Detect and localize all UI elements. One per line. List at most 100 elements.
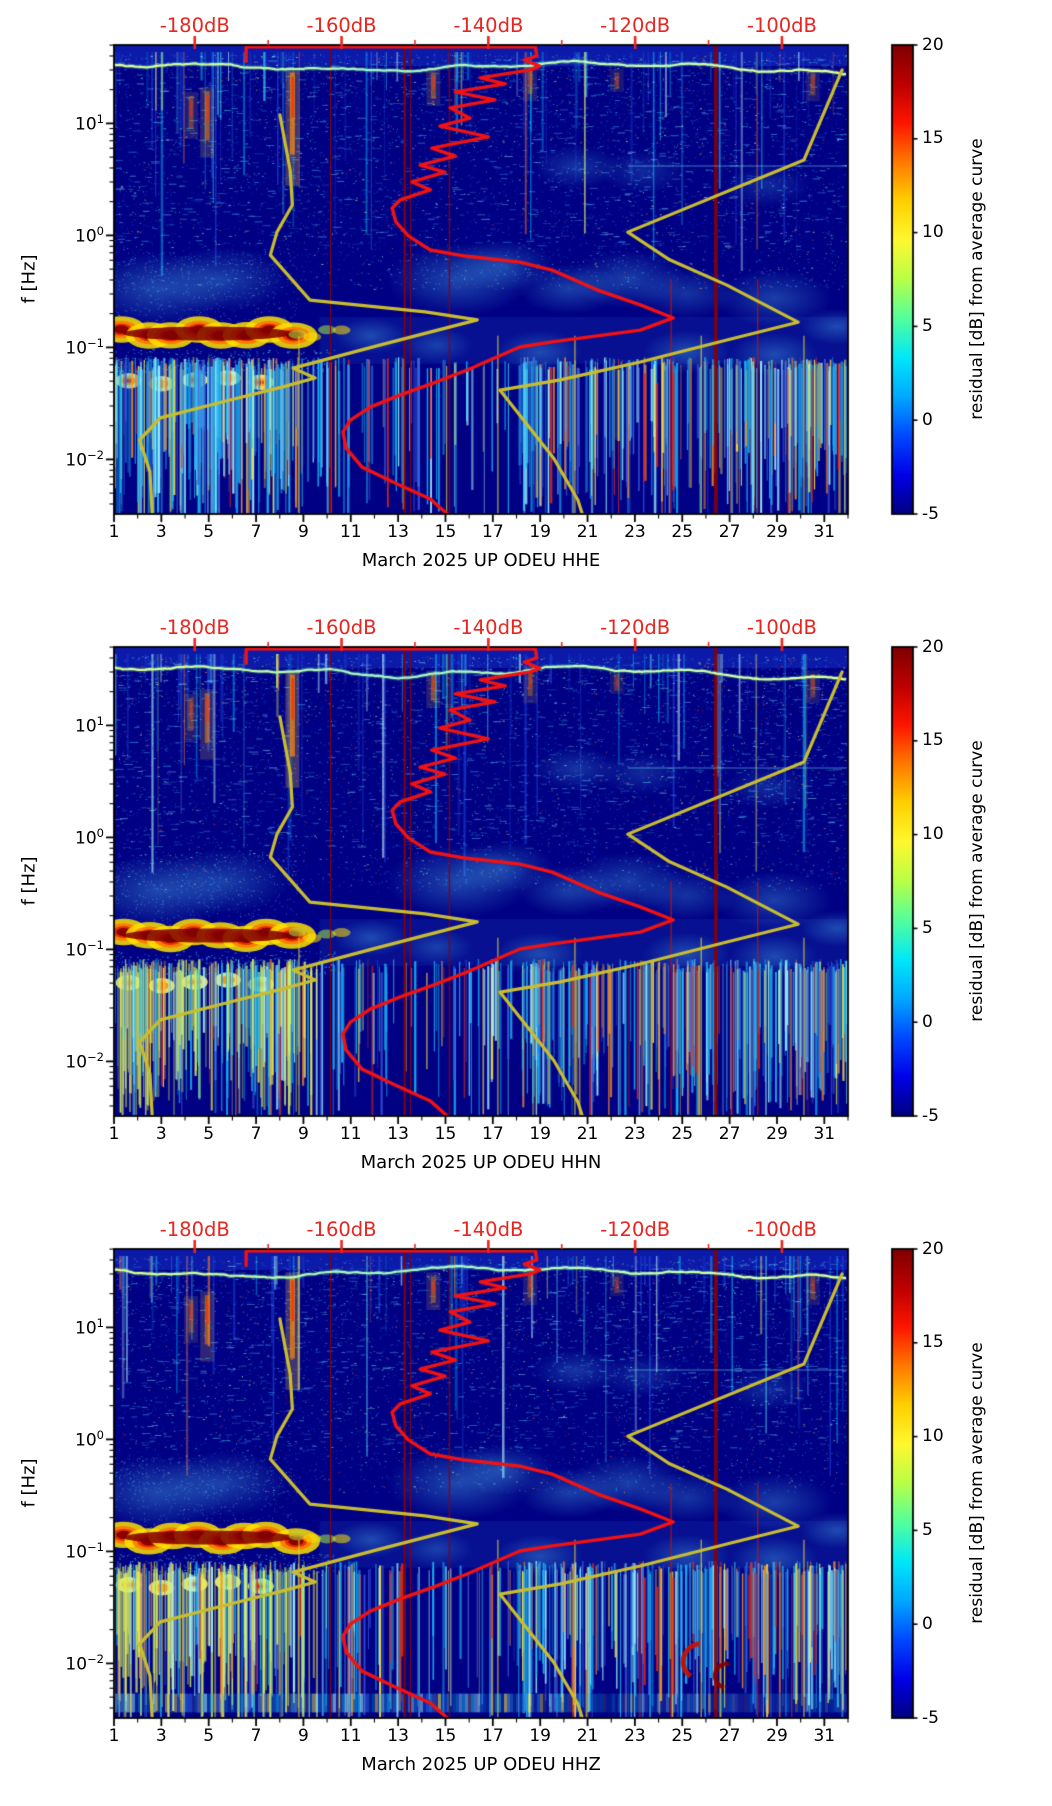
x-tick-label: 27 — [718, 1124, 741, 1144]
colorbar-tick-label: -5 — [922, 503, 939, 524]
y-tick-label: 10−1 — [65, 938, 104, 962]
x-tick-label: 7 — [250, 1124, 262, 1144]
y-tick-label: 100 — [75, 224, 104, 248]
x-tick-label: 19 — [529, 1726, 551, 1746]
x-tick-label: 15 — [434, 1124, 457, 1144]
top-db-label: -140dB — [453, 14, 524, 37]
x-tick-label: 1 — [108, 1124, 120, 1144]
x-tick-label: 17 — [482, 1726, 504, 1746]
xlabel-hhn: March 2025 UP ODEU HHN — [360, 1152, 602, 1173]
x-tick-label: 23 — [624, 1124, 646, 1144]
xlabel-hhe: March 2025 UP ODEU HHE — [361, 550, 601, 571]
colorbar-hhn — [892, 647, 913, 1116]
colorbar-tick-label: 15 — [922, 128, 944, 149]
top-db-label: -140dB — [453, 1218, 524, 1241]
x-tick-label: 31 — [813, 522, 836, 542]
colorbar-title-hhn: residual [dB] from average curve — [967, 740, 987, 1022]
colorbar-tick-label: 10 — [922, 1426, 944, 1447]
y-tick-label: 101 — [75, 1316, 104, 1340]
colorbar-tick-label: 20 — [922, 1238, 944, 1259]
top-db-label: -160dB — [306, 616, 377, 639]
y-tick-label: 101 — [75, 714, 104, 738]
x-tick-label: 29 — [766, 522, 788, 542]
x-tick-label: 1 — [108, 522, 120, 542]
y-tick-label: 100 — [75, 826, 104, 850]
top-db-label: -100dB — [746, 616, 817, 639]
colorbar-tick-label: -5 — [922, 1105, 939, 1126]
x-tick-label: 3 — [155, 522, 167, 542]
top-db-label: -120dB — [600, 1218, 671, 1241]
x-tick-label: 21 — [576, 1124, 599, 1144]
x-tick-label: 31 — [813, 1726, 836, 1746]
x-tick-label: 21 — [576, 1726, 599, 1746]
colorbar-hhe — [892, 45, 913, 514]
x-tick-label: 31 — [813, 1124, 836, 1144]
y-tick-label: 101 — [75, 112, 104, 136]
colorbar-tick-label: 0 — [922, 409, 933, 430]
x-tick-label: 19 — [529, 1124, 551, 1144]
colorbar-tick-label: 0 — [922, 1011, 933, 1032]
x-tick-label: 13 — [387, 522, 409, 542]
x-tick-label: 25 — [671, 522, 694, 542]
x-tick-label: 27 — [718, 522, 741, 542]
top-db-label: -180dB — [159, 14, 230, 37]
x-tick-label: 11 — [339, 522, 362, 542]
top-db-label: -160dB — [306, 1218, 377, 1241]
x-tick-label: 13 — [387, 1726, 409, 1746]
x-tick-label: 23 — [624, 1726, 646, 1746]
colorbar-tick-label: 5 — [922, 1519, 933, 1540]
spectrogram-heatmap-hhe — [114, 45, 848, 514]
colorbar-tick-label: 15 — [922, 1332, 944, 1353]
colorbar-tick-label: 10 — [922, 222, 944, 243]
x-tick-label: 7 — [250, 1726, 262, 1746]
y-tick-label: 10−2 — [65, 448, 104, 472]
colorbar-tick-label: 5 — [922, 315, 933, 336]
y-tick-label: 100 — [75, 1428, 104, 1452]
spectrogram-heatmap-hhz — [114, 1249, 848, 1718]
colorbar-tick-label: 15 — [922, 730, 944, 751]
x-tick-label: 5 — [203, 522, 215, 542]
x-tick-label: 15 — [434, 522, 457, 542]
top-db-label: -120dB — [600, 616, 671, 639]
x-tick-label: 17 — [482, 522, 504, 542]
x-tick-label: 9 — [297, 1726, 309, 1746]
top-db-label: -180dB — [159, 616, 230, 639]
top-db-label: -100dB — [746, 1218, 817, 1241]
x-tick-label: 9 — [297, 522, 309, 542]
colorbar-tick-label: 10 — [922, 824, 944, 845]
colorbar-title-hhz: residual [dB] from average curve — [967, 1342, 987, 1624]
x-tick-label: 21 — [576, 522, 599, 542]
top-db-label: -180dB — [159, 1218, 230, 1241]
ylabel-hhz: f [Hz] — [18, 1458, 40, 1508]
top-db-label: -160dB — [306, 14, 377, 37]
x-tick-label: 13 — [387, 1124, 409, 1144]
top-db-label: -120dB — [600, 14, 671, 37]
x-tick-label: 29 — [766, 1124, 788, 1144]
colorbar-title-hhe: residual [dB] from average curve — [967, 138, 987, 420]
x-tick-label: 1 — [108, 1726, 120, 1746]
colorbar-tick-label: 20 — [922, 636, 944, 657]
colorbar-tick-label: 20 — [922, 34, 944, 55]
x-tick-label: 11 — [339, 1726, 362, 1746]
y-tick-label: 10−1 — [65, 336, 104, 360]
x-tick-label: 19 — [529, 522, 551, 542]
spectrogram-heatmap-hhn — [114, 647, 848, 1116]
top-db-label: -100dB — [746, 14, 817, 37]
colorbar-tick-label: 5 — [922, 917, 933, 938]
y-tick-label: 10−2 — [65, 1050, 104, 1074]
x-tick-label: 23 — [624, 522, 646, 542]
x-tick-label: 17 — [482, 1124, 504, 1144]
x-tick-label: 7 — [250, 522, 262, 542]
xlabel-hhz: March 2025 UP ODEU HHZ — [361, 1754, 601, 1775]
colorbar-hhz — [892, 1249, 913, 1718]
x-tick-label: 15 — [434, 1726, 457, 1746]
x-tick-label: 11 — [339, 1124, 362, 1144]
x-tick-label: 9 — [297, 1124, 309, 1144]
x-tick-label: 27 — [718, 1726, 741, 1746]
ylabel-hhe: f [Hz] — [18, 254, 40, 304]
x-tick-label: 25 — [671, 1124, 694, 1144]
x-tick-label: 5 — [203, 1726, 215, 1746]
y-tick-label: 10−2 — [65, 1652, 104, 1676]
